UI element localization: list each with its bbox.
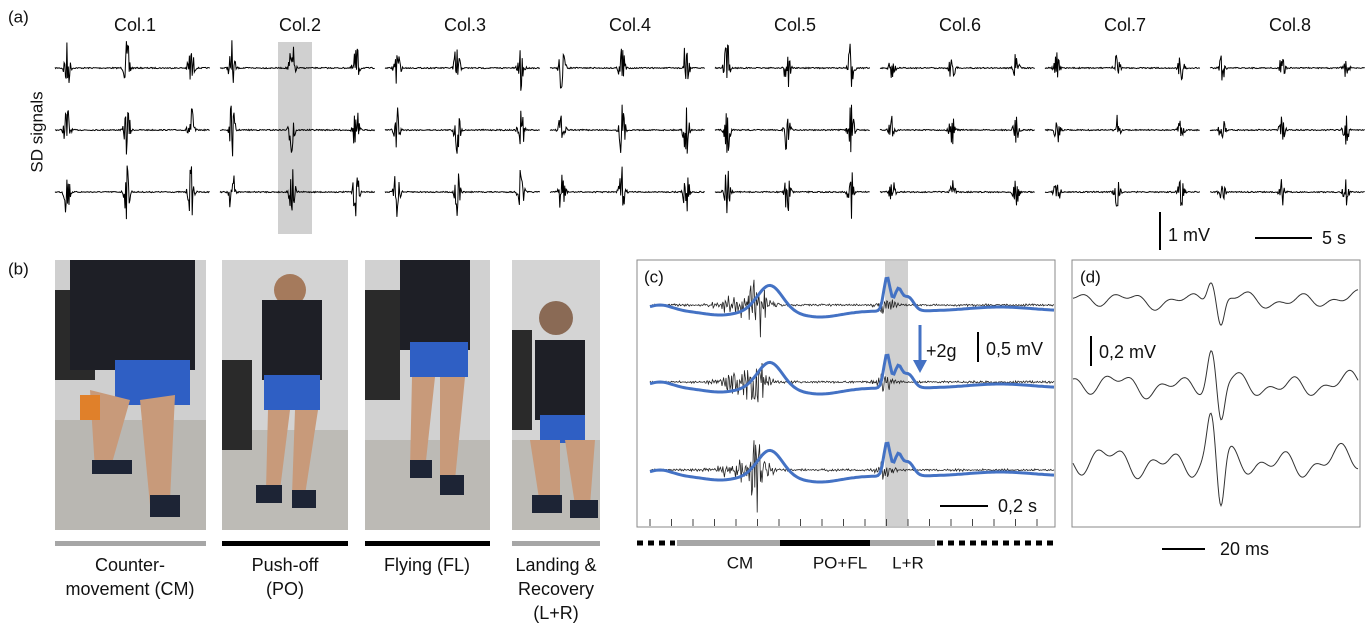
signals: [54, 40, 1365, 220]
column-label: Col.4: [609, 15, 651, 35]
emg-signal: [879, 180, 1035, 206]
column-label: Col.7: [1104, 15, 1146, 35]
column-label: Col.2: [279, 15, 321, 35]
emg-signal: [714, 104, 870, 153]
panel-frame: [636, 259, 1056, 528]
column-label: Col.8: [1269, 15, 1311, 35]
photo: [222, 260, 348, 530]
emg-signal: [54, 41, 211, 83]
y-label: SD signals: [27, 91, 46, 172]
column-label: Col.6: [939, 15, 981, 35]
photo: [365, 260, 490, 530]
acc-envelope: [649, 441, 1055, 484]
segment-label: L+R: [892, 553, 924, 572]
panel-label: (a): [8, 7, 29, 26]
emg-signal: [549, 47, 705, 89]
emg-signal: [549, 166, 705, 212]
photo: [55, 260, 206, 530]
scale-label: 1 mV: [1168, 225, 1210, 245]
phase-label: Recovery: [518, 579, 594, 599]
emg-signal: [219, 40, 375, 83]
muap-trace: [1072, 350, 1359, 421]
emg-signal: [879, 115, 1035, 145]
scale-label: 0,2 mV: [1099, 342, 1156, 362]
emg-signal: [1044, 52, 1201, 81]
muap-trace: [1072, 282, 1359, 326]
phase-label: Counter-: [95, 555, 165, 575]
emg-signal: [54, 108, 210, 155]
muap-trace: [1072, 412, 1359, 507]
phase-label: (L+R): [533, 603, 579, 623]
segment-label: CM: [727, 553, 753, 572]
phase-label: Flying (FL): [384, 555, 470, 575]
phase-label: Landing &: [515, 555, 596, 575]
emg-signal: [384, 169, 541, 217]
emg-signal: [714, 170, 870, 219]
phase-label: Push-off: [252, 555, 320, 575]
scale-label: 20 ms: [1220, 539, 1269, 559]
emg-signal: [549, 104, 705, 154]
emg-signal: [384, 49, 541, 91]
time-ticks: [649, 519, 1038, 526]
scale-label: 0,2 s: [998, 496, 1037, 516]
photo: [512, 260, 600, 530]
emg-signal: [1209, 55, 1365, 81]
panel-label: (b): [8, 259, 29, 278]
column-label: Col.5: [774, 15, 816, 35]
emg-trace: [649, 362, 1055, 403]
emg-signal: [54, 165, 210, 220]
traces: [649, 276, 1055, 513]
emg-signal: [879, 54, 1035, 78]
phase-bars: [55, 541, 600, 546]
traces: [1072, 282, 1359, 507]
highlight: [278, 42, 312, 234]
segment-label: PO+FL: [813, 553, 867, 572]
panel-label: (d): [1080, 267, 1101, 286]
emg-trace: [649, 440, 1055, 513]
emg-signal: [1209, 115, 1365, 145]
phase-label: movement (CM): [65, 579, 194, 599]
scale-label: +2g: [926, 341, 957, 361]
emg-signal: [384, 107, 540, 154]
acc-envelope: [649, 276, 1055, 319]
phase-label: (PO): [266, 579, 304, 599]
emg-signal: [219, 105, 376, 157]
emg-trace: [649, 279, 1054, 338]
emg-signal: [1209, 179, 1365, 206]
arrow-head: [913, 360, 927, 373]
emg-signal: [714, 43, 871, 88]
column-label: Col.3: [444, 15, 486, 35]
acc-envelope: [649, 353, 1055, 396]
column-label: Col.1: [114, 15, 156, 35]
emg-signal: [219, 169, 376, 217]
phase-labels: Counter-movement (CM) Push-off (PO) Flying …: [65, 555, 596, 623]
scale-label: 5 s: [1322, 228, 1346, 248]
panel-label: (c): [644, 267, 664, 286]
highlight: [885, 261, 908, 526]
segment-bar: [637, 540, 1055, 546]
scale-label: 0,5 mV: [986, 339, 1043, 359]
emg-signal: [1044, 114, 1200, 143]
emg-signal: [1044, 179, 1201, 207]
